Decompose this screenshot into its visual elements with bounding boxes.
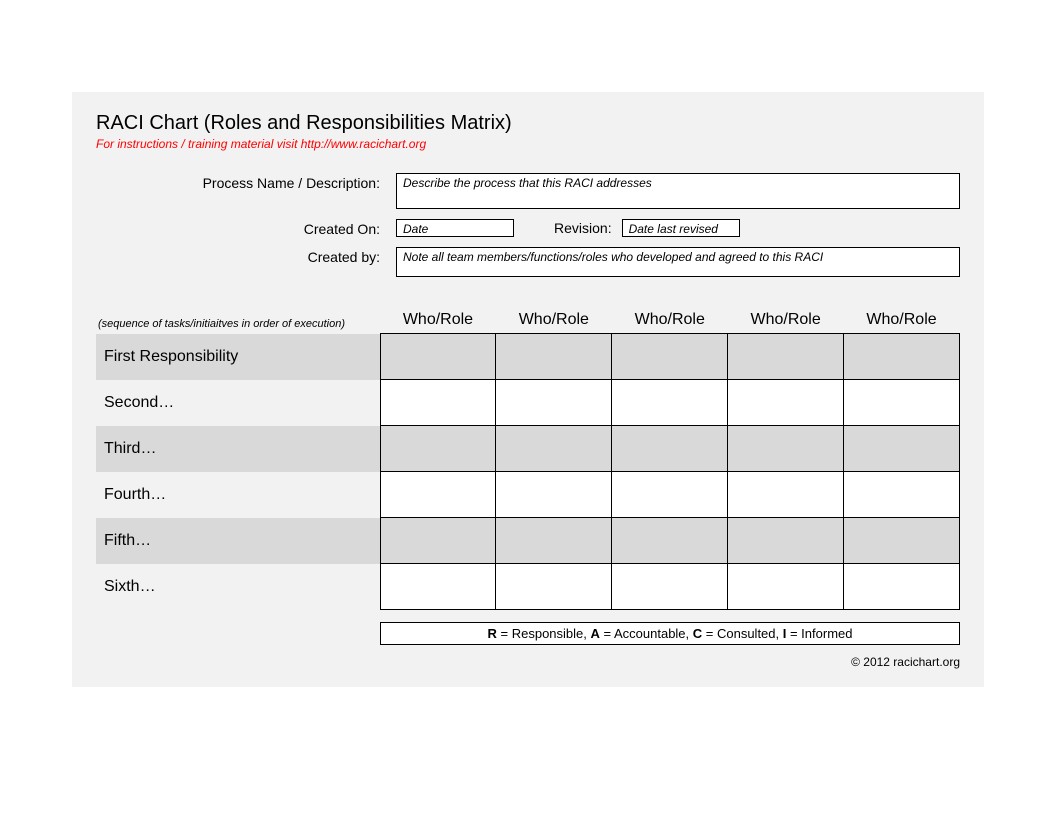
table-row: First Responsibility: [96, 334, 960, 380]
raci-cell[interactable]: [728, 334, 844, 380]
raci-chart-page: RACI Chart (Roles and Responsibilities M…: [72, 92, 984, 687]
raci-cell[interactable]: [844, 518, 960, 564]
created-on-row: Created On: Date Revision: Date last rev…: [116, 219, 960, 237]
raci-cell[interactable]: [612, 334, 728, 380]
task-label[interactable]: First Responsibility: [96, 334, 380, 380]
table-row: Third…: [96, 426, 960, 472]
legend-r-key: R: [488, 626, 497, 641]
created-by-row: Created by: Note all team members/functi…: [116, 247, 960, 277]
legend-c-text: = Consulted,: [702, 626, 783, 641]
table-row: Fourth…: [96, 472, 960, 518]
role-header[interactable]: Who/Role: [728, 307, 844, 334]
raci-cell[interactable]: [496, 518, 612, 564]
raci-legend: R = Responsible, A = Accountable, C = Co…: [380, 622, 960, 645]
revision-input[interactable]: Date last revised: [622, 219, 740, 237]
task-label[interactable]: Third…: [96, 426, 380, 472]
role-header[interactable]: Who/Role: [496, 307, 612, 334]
task-label[interactable]: Second…: [96, 380, 380, 426]
role-header[interactable]: Who/Role: [612, 307, 728, 334]
table-header-row: (sequence of tasks/initiaitves in order …: [96, 307, 960, 334]
legend-i-text: = Informed: [786, 626, 852, 641]
raci-cell[interactable]: [612, 426, 728, 472]
legend-a-text: = Accountable,: [600, 626, 693, 641]
process-name-label: Process Name / Description:: [116, 173, 396, 191]
raci-cell[interactable]: [728, 380, 844, 426]
created-on-input[interactable]: Date: [396, 219, 514, 237]
created-by-input[interactable]: Note all team members/functions/roles wh…: [396, 247, 960, 277]
raci-cell[interactable]: [728, 472, 844, 518]
raci-cell[interactable]: [612, 472, 728, 518]
raci-cell[interactable]: [496, 426, 612, 472]
created-by-label: Created by:: [116, 247, 396, 265]
raci-cell[interactable]: [612, 518, 728, 564]
raci-cell[interactable]: [728, 518, 844, 564]
raci-cell[interactable]: [612, 564, 728, 610]
raci-cell[interactable]: [380, 426, 496, 472]
raci-cell[interactable]: [728, 564, 844, 610]
footer-copyright: © 2012 racichart.org: [96, 655, 960, 669]
table-row: Sixth…: [96, 564, 960, 610]
page-subtitle: For instructions / training material vis…: [96, 137, 960, 151]
header-fields: Process Name / Description: Describe the…: [116, 173, 960, 277]
task-label[interactable]: Fifth…: [96, 518, 380, 564]
raci-cell[interactable]: [496, 564, 612, 610]
role-header[interactable]: Who/Role: [380, 307, 496, 334]
raci-cell[interactable]: [496, 334, 612, 380]
process-name-input[interactable]: Describe the process that this RACI addr…: [396, 173, 960, 209]
raci-cell[interactable]: [380, 472, 496, 518]
raci-cell[interactable]: [496, 380, 612, 426]
created-on-label: Created On:: [116, 219, 396, 237]
raci-cell[interactable]: [728, 426, 844, 472]
raci-cell[interactable]: [380, 334, 496, 380]
role-header[interactable]: Who/Role: [844, 307, 960, 334]
raci-cell[interactable]: [612, 380, 728, 426]
legend-c-key: C: [693, 626, 702, 641]
task-label[interactable]: Sixth…: [96, 564, 380, 610]
raci-cell[interactable]: [844, 564, 960, 610]
raci-cell[interactable]: [844, 426, 960, 472]
raci-table: (sequence of tasks/initiaitves in order …: [96, 307, 960, 610]
raci-cell[interactable]: [380, 564, 496, 610]
table-row: Fifth…: [96, 518, 960, 564]
table-row: Second…: [96, 380, 960, 426]
raci-matrix: (sequence of tasks/initiaitves in order …: [96, 307, 960, 645]
raci-cell[interactable]: [380, 380, 496, 426]
revision-label: Revision:: [514, 220, 622, 236]
task-column-header: (sequence of tasks/initiaitves in order …: [96, 307, 380, 334]
legend-r-text: = Responsible,: [497, 626, 591, 641]
raci-cell[interactable]: [496, 472, 612, 518]
raci-table-body: First ResponsibilitySecond…Third…Fourth……: [96, 334, 960, 610]
raci-cell[interactable]: [380, 518, 496, 564]
legend-a-key: A: [591, 626, 600, 641]
raci-cell[interactable]: [844, 380, 960, 426]
raci-cell[interactable]: [844, 472, 960, 518]
raci-cell[interactable]: [844, 334, 960, 380]
page-title: RACI Chart (Roles and Responsibilities M…: [96, 112, 960, 135]
process-name-row: Process Name / Description: Describe the…: [116, 173, 960, 209]
task-label[interactable]: Fourth…: [96, 472, 380, 518]
